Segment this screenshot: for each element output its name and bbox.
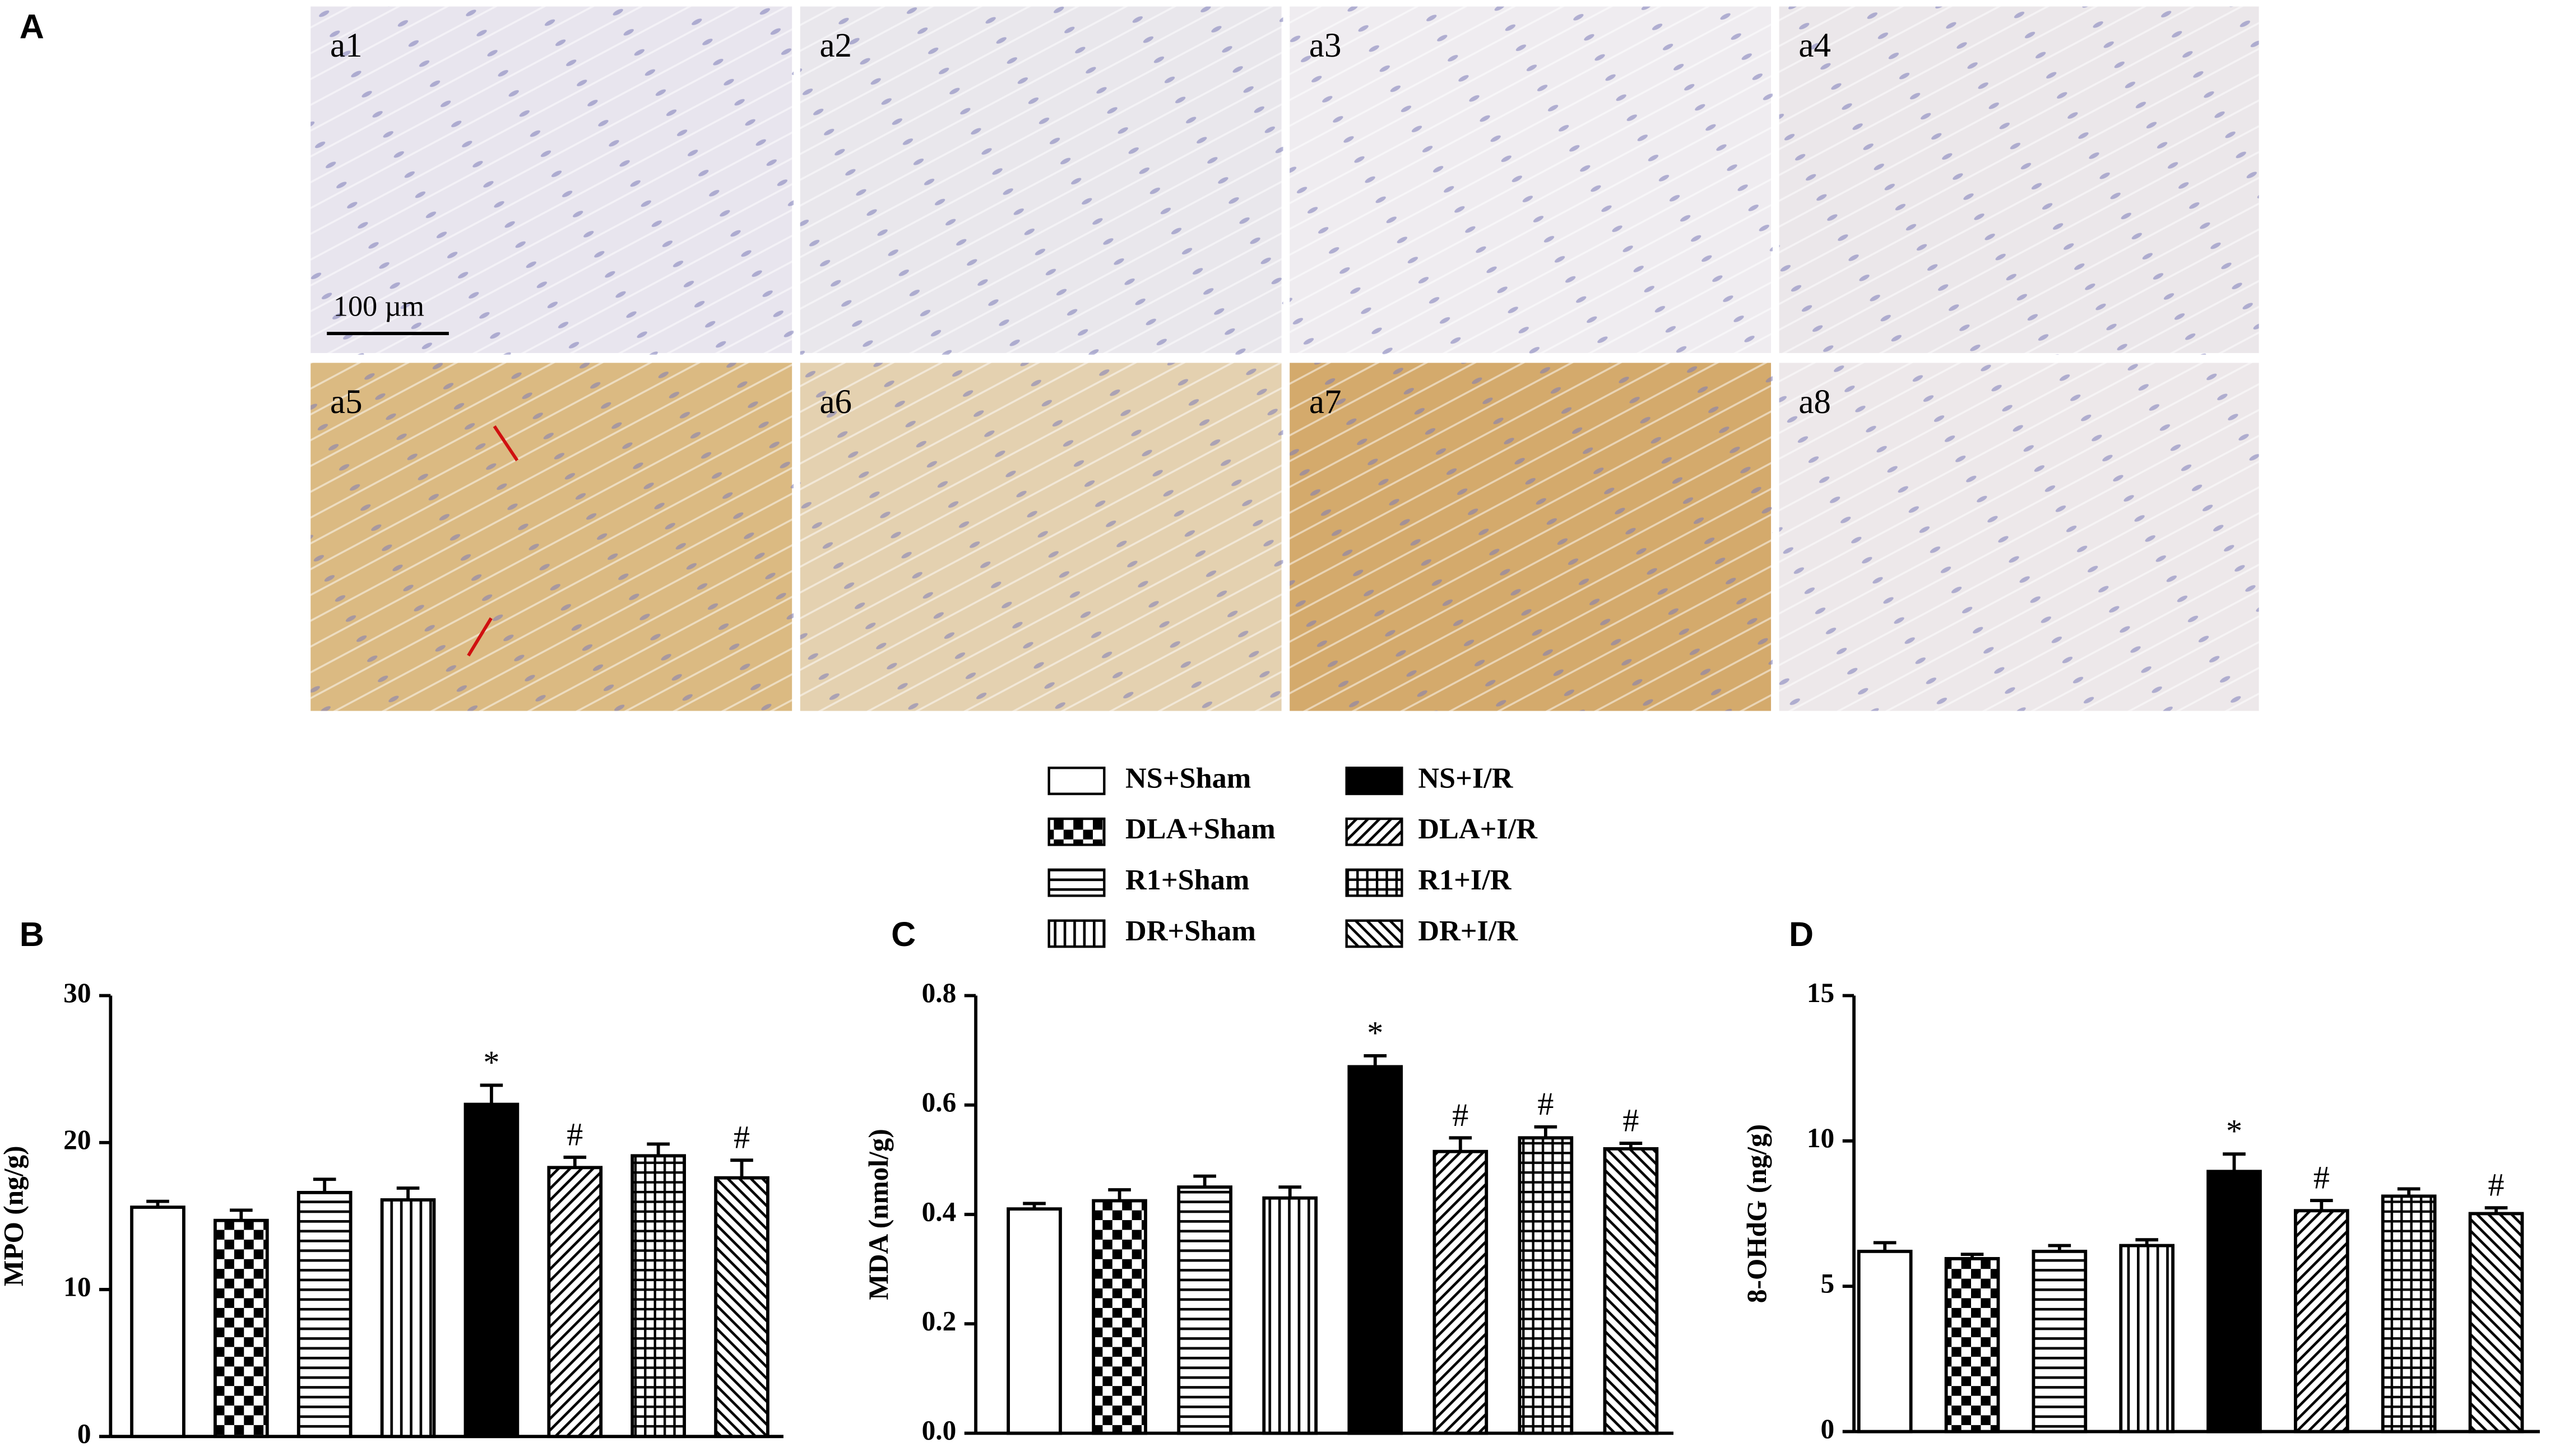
bar bbox=[1944, 1256, 2000, 1434]
significance-mark: # bbox=[2488, 1167, 2504, 1203]
y-tick-label: 20 bbox=[63, 1124, 91, 1155]
bar bbox=[1262, 1196, 1318, 1435]
bar bbox=[714, 1176, 769, 1439]
y-axis-label: 8-OHdG (ng/g) bbox=[1741, 1124, 1772, 1303]
legend-label: NS+I/R bbox=[1418, 762, 1513, 794]
micrographs bbox=[309, 0, 2261, 716]
y-tick-label: 0.4 bbox=[922, 1196, 957, 1227]
legend-label: DR+I/R bbox=[1418, 915, 1518, 947]
bar bbox=[1177, 1185, 1232, 1435]
image-label: a7 bbox=[1309, 383, 1342, 421]
image-label: a1 bbox=[330, 27, 363, 64]
legend-swatch bbox=[1047, 766, 1106, 795]
significance-mark: * bbox=[2226, 1113, 2242, 1149]
bar bbox=[463, 1102, 520, 1439]
legend-label: DLA+I/R bbox=[1418, 813, 1538, 845]
panel-label: D bbox=[1789, 915, 1814, 953]
bar bbox=[1092, 1199, 1147, 1435]
bar bbox=[630, 1154, 686, 1439]
legend-label: DLA+Sham bbox=[1125, 813, 1276, 845]
legend-swatch bbox=[1345, 868, 1403, 897]
legend-swatch bbox=[1047, 868, 1106, 897]
significance-mark: # bbox=[1622, 1102, 1639, 1139]
y-tick-label: 0.0 bbox=[922, 1415, 957, 1446]
bar bbox=[1603, 1147, 1659, 1435]
image-label: a5 bbox=[330, 383, 363, 421]
y-tick-label: 0.2 bbox=[922, 1305, 957, 1336]
y-tick-label: 0.8 bbox=[922, 977, 957, 1008]
bar bbox=[1007, 1207, 1062, 1435]
image-label: a8 bbox=[1798, 383, 1831, 421]
legend-label: R1+I/R bbox=[1418, 864, 1512, 896]
significance-mark: * bbox=[1367, 1014, 1383, 1051]
panel-label: B bbox=[20, 915, 44, 953]
significance-mark: # bbox=[1452, 1097, 1468, 1133]
bar bbox=[2032, 1250, 2088, 1434]
legend-swatch bbox=[1047, 817, 1106, 846]
legend-swatch bbox=[1345, 919, 1403, 948]
image-label: a6 bbox=[820, 383, 852, 421]
y-axis-label: MPO (ng/g) bbox=[0, 1146, 29, 1286]
bar bbox=[296, 1190, 353, 1439]
image-label: a4 bbox=[1798, 27, 1831, 64]
bar bbox=[380, 1198, 436, 1439]
legend-swatch bbox=[1345, 766, 1403, 795]
panel-label: A bbox=[20, 7, 44, 45]
y-tick-label: 10 bbox=[63, 1271, 91, 1302]
bar bbox=[1857, 1250, 1913, 1434]
bar bbox=[2119, 1244, 2175, 1434]
y-tick-label: 15 bbox=[1807, 977, 1834, 1008]
y-tick-label: 10 bbox=[1807, 1123, 1834, 1153]
bar bbox=[2206, 1170, 2262, 1434]
bar bbox=[2381, 1194, 2437, 1434]
y-tick-label: 30 bbox=[63, 977, 91, 1008]
gap bbox=[309, 354, 2261, 363]
significance-mark: # bbox=[1537, 1086, 1554, 1122]
bar bbox=[1347, 1065, 1403, 1435]
bar bbox=[1518, 1136, 1574, 1435]
panel-label: C bbox=[891, 915, 916, 953]
legend-label: DR+Sham bbox=[1125, 915, 1256, 947]
image-label: a3 bbox=[1309, 27, 1342, 64]
y-tick-label: 5 bbox=[1821, 1268, 1835, 1299]
y-tick-label: 0 bbox=[1821, 1413, 1835, 1444]
arrow bbox=[493, 425, 519, 462]
bar bbox=[214, 1218, 269, 1439]
significance-mark: # bbox=[2313, 1160, 2330, 1196]
legend-label: NS+Sham bbox=[1125, 762, 1251, 794]
y-axis-label: MDA (nmol/g) bbox=[863, 1129, 894, 1300]
legend-swatch bbox=[1047, 919, 1106, 948]
bar bbox=[2293, 1209, 2349, 1434]
image-label: a2 bbox=[820, 27, 852, 64]
significance-mark: # bbox=[567, 1116, 583, 1152]
legend-swatch bbox=[1345, 817, 1403, 846]
scale-bar-label: 100 µm bbox=[333, 290, 424, 323]
y-tick-label: 0 bbox=[77, 1418, 91, 1449]
significance-mark: * bbox=[483, 1044, 499, 1081]
bar bbox=[2468, 1212, 2524, 1434]
bar bbox=[1432, 1149, 1489, 1435]
bar bbox=[130, 1205, 186, 1439]
legend-label: R1+Sham bbox=[1125, 864, 1249, 896]
y-tick-label: 0.6 bbox=[922, 1087, 957, 1117]
bar bbox=[547, 1166, 603, 1439]
arrow bbox=[467, 617, 493, 657]
significance-mark: # bbox=[734, 1119, 750, 1156]
